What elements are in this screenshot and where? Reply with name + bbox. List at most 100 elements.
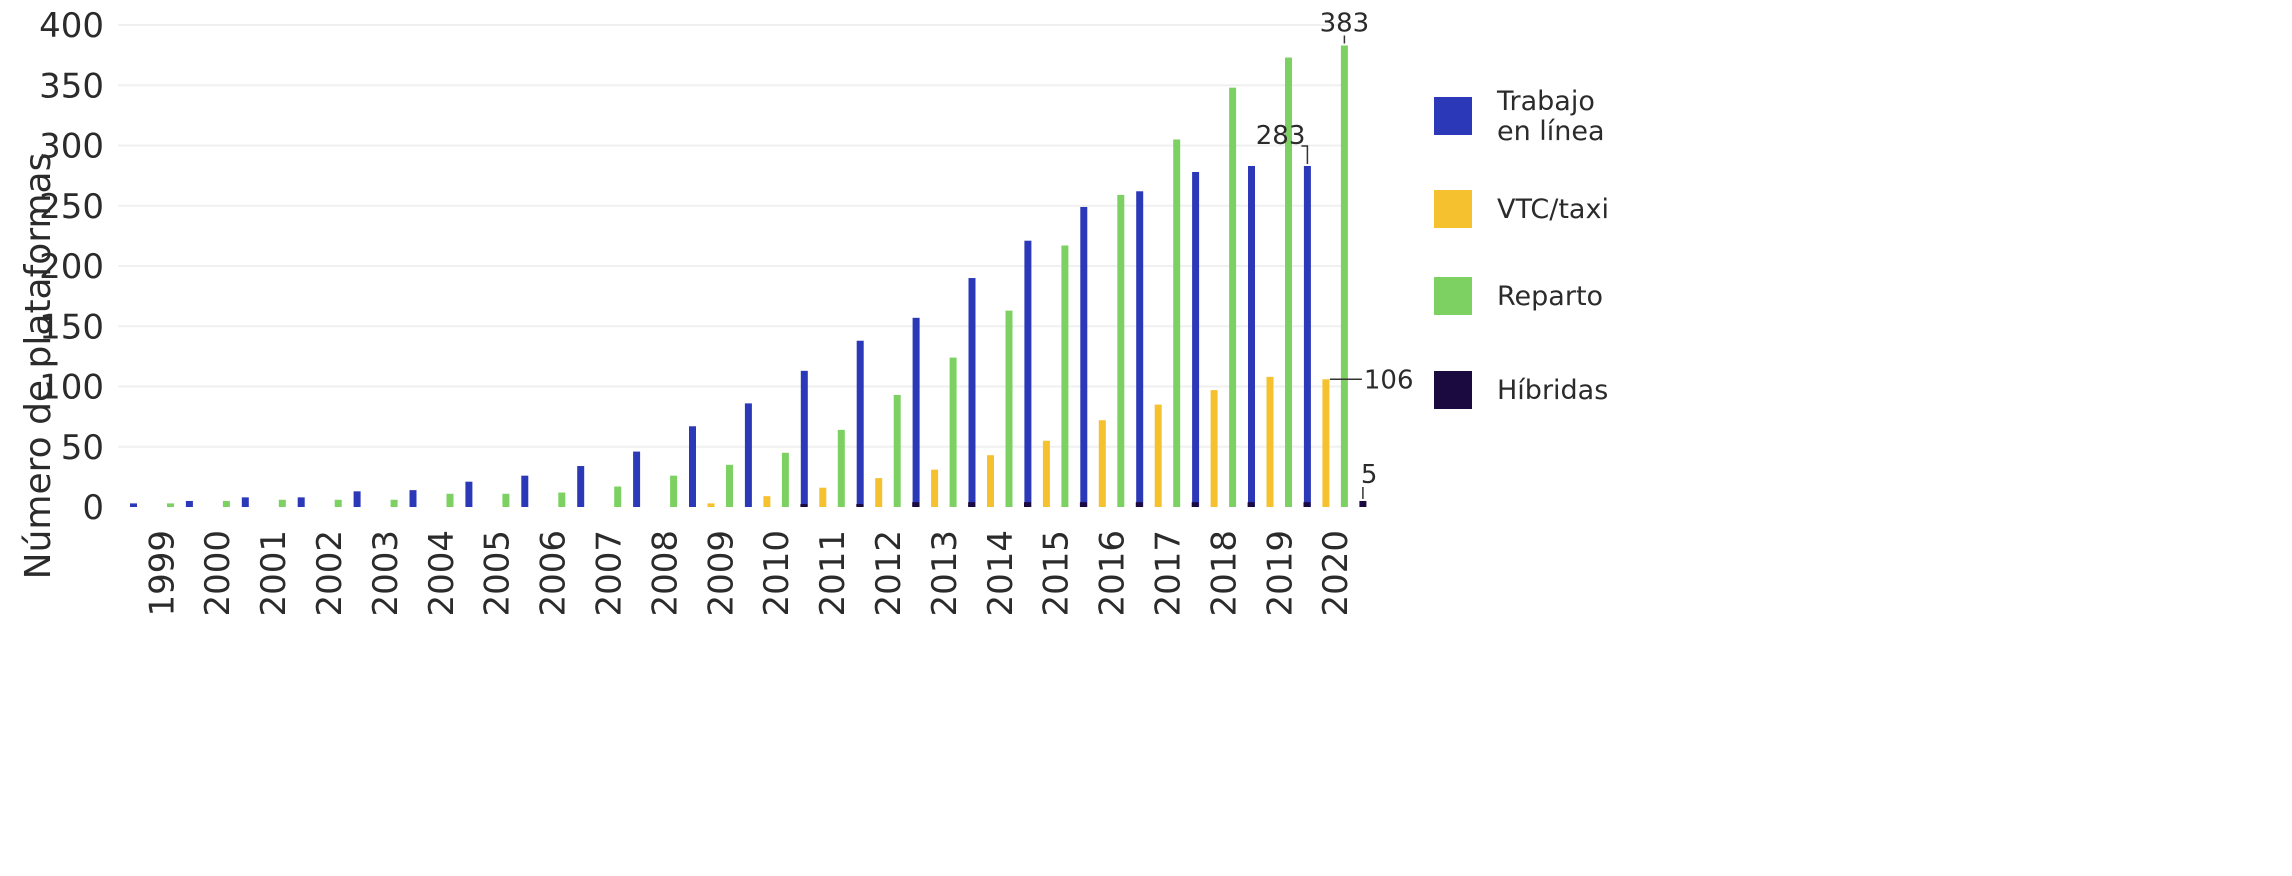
legend-label: Reparto (1497, 281, 1603, 312)
bar-reparto-2012 (893, 394, 901, 507)
bar-trabajo-en-l-nea-2006 (521, 475, 529, 507)
legend-swatch (1434, 277, 1472, 315)
x-tick-label: 2020 (1316, 530, 1356, 617)
y-axis: 0 50 100 150 200 250 300 350 400 (39, 6, 104, 528)
legend-label: Trabajo (1496, 86, 1595, 117)
bar-trabajo-en-l-nea-2004 (409, 490, 417, 507)
bar-reparto-2008 (670, 475, 678, 507)
y-tick-label: 250 (39, 187, 104, 227)
x-tick-label: 2006 (534, 530, 574, 617)
x-tick-label: 2013 (925, 530, 965, 617)
bar-reparto-2016 (1117, 194, 1125, 507)
bar-trabajo-en-l-nea-2008 (633, 451, 641, 507)
y-tick-label: 0 (82, 488, 104, 528)
bar-reparto-2014 (1005, 310, 1013, 507)
bar-h-bridas-2020 (1359, 500, 1367, 507)
bar-vtc-taxi-2020 (1322, 379, 1330, 507)
x-tick-label: 2007 (589, 530, 629, 617)
bar-h-bridas-2014 (1024, 502, 1031, 507)
bar-trabajo-en-l-nea-2012 (856, 340, 864, 507)
bar-reparto-2017 (1173, 139, 1181, 507)
bar-trabajo-en-l-nea-2009 (689, 426, 696, 507)
bar-h-bridas-2016 (1135, 502, 1143, 507)
bar-reparto-2004 (446, 493, 454, 507)
bar-trabajo-en-l-nea-2013 (912, 317, 920, 507)
bars (130, 45, 1367, 508)
x-tick-label: 2015 (1037, 530, 1077, 617)
y-tick-label: 200 (39, 247, 104, 287)
x-tick-label: 2004 (422, 530, 462, 617)
x-tick-label: 2002 (310, 530, 350, 617)
bar-vtc-taxi-2012 (875, 478, 883, 507)
bar-trabajo-en-l-nea-2005 (465, 481, 473, 507)
bar-vtc-taxi-2017 (1154, 404, 1162, 507)
bar-trabajo-en-l-nea-2007 (577, 466, 585, 507)
bar-reparto-2002 (334, 499, 342, 507)
x-tick-label: 2010 (757, 530, 797, 617)
bar-h-bridas-2019 (1303, 502, 1311, 507)
bar-vtc-taxi-2016 (1098, 420, 1106, 507)
x-tick-label: 2019 (1260, 530, 1300, 617)
y-tick-label: 100 (39, 368, 104, 408)
bar-trabajo-en-l-nea-2018 (1192, 172, 1200, 507)
bar-reparto-2015 (1061, 245, 1069, 507)
bar-trabajo-en-l-nea-2010 (744, 403, 752, 507)
bar-trabajo-en-l-nea-2014 (968, 278, 976, 507)
bar-vtc-taxi-2014 (987, 455, 994, 507)
bar-h-bridas-2015 (1079, 502, 1087, 507)
legend-label: en línea (1497, 116, 1605, 147)
bar-trabajo-en-l-nea-2001 (241, 497, 249, 507)
y-tick-label: 50 (61, 428, 104, 468)
bar-reparto-2006 (558, 492, 566, 507)
bar-trabajo-en-l-nea-2016 (1080, 206, 1088, 507)
legend-swatch (1434, 97, 1472, 135)
x-tick-label: 2003 (366, 530, 406, 617)
bar-reparto-2005 (502, 493, 510, 507)
legend-label: Híbridas (1497, 375, 1608, 406)
data-label: 383 (1320, 8, 1370, 38)
bar-reparto-2000 (222, 500, 230, 507)
bar-reparto-2001 (278, 499, 286, 507)
bar-reparto-2009 (726, 464, 733, 507)
bar-trabajo-en-l-nea-1999 (130, 503, 137, 507)
bar-reparto-2007 (614, 486, 622, 507)
bar-h-bridas-2018 (1247, 502, 1255, 507)
bar-trabajo-en-l-nea-2002 (297, 497, 305, 507)
y-tick-label: 150 (39, 307, 104, 347)
x-tick-label: 1999 (142, 530, 182, 617)
bar-h-bridas-2012 (912, 502, 920, 507)
bar-h-bridas-2010 (800, 504, 808, 507)
bar-vtc-taxi-2009 (707, 503, 715, 507)
bar-vtc-taxi-2018 (1210, 390, 1218, 507)
bar-reparto-2010 (781, 452, 789, 507)
x-tick-label: 2016 (1093, 530, 1133, 617)
bar-reparto-2018 (1229, 87, 1237, 507)
data-label: 5 (1361, 460, 1378, 490)
bar-trabajo-en-l-nea-2011 (800, 370, 808, 507)
y-tick-label: 400 (39, 6, 104, 46)
bar-trabajo-en-l-nea-2019 (1248, 165, 1255, 508)
bar-reparto-2011 (837, 429, 845, 507)
x-axis: 1999 2000 2001 2002 2003 2004 2005 2006 2007 2008… (142, 530, 1356, 617)
gridlines (118, 24, 1345, 448)
x-tick-label: 2018 (1204, 530, 1244, 617)
bar-reparto-1999 (167, 503, 174, 507)
x-tick-label: 2005 (478, 530, 518, 617)
x-tick-label: 2008 (645, 530, 685, 617)
bar-vtc-taxi-2010 (763, 496, 771, 507)
bar-h-bridas-2013 (968, 502, 976, 507)
x-tick-label: 2000 (198, 530, 238, 617)
bar-vtc-taxi-2011 (819, 487, 827, 507)
x-tick-label: 2017 (1148, 530, 1188, 617)
y-tick-label: 300 (39, 127, 104, 167)
bar-trabajo-en-l-nea-2015 (1024, 240, 1032, 507)
annotations: 383 283 106 5 (1256, 8, 1414, 499)
bar-reparto-2020 (1340, 45, 1348, 508)
annotation-leader (1301, 145, 1309, 164)
y-axis-label: Número de plataformas (18, 153, 59, 580)
x-tick-label: 2011 (813, 530, 853, 617)
legend-swatch (1434, 371, 1472, 409)
x-tick-label: 2012 (869, 530, 909, 617)
